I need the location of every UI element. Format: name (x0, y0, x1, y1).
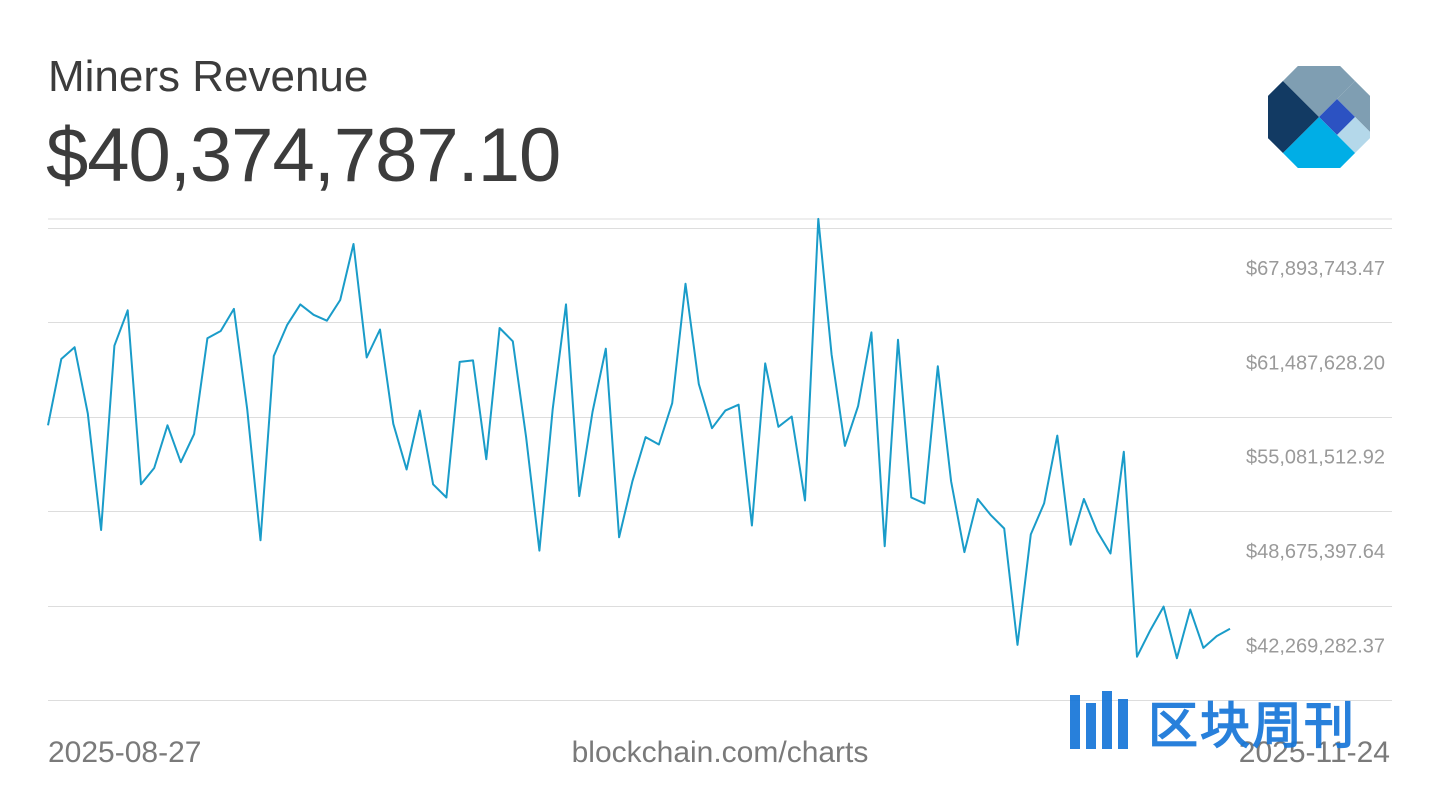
source-link[interactable]: blockchain.com/charts (571, 736, 869, 769)
y-tick-label: $67,893,743.47 (1246, 258, 1385, 280)
series-line (47, 217, 1231, 660)
x-start-date: 2025-08-27 (48, 736, 202, 769)
y-tick-label: $61,487,628.20 (1246, 352, 1385, 374)
chart-title: Miners Revenue (48, 52, 369, 101)
current-value: $40,374,787.10 (46, 113, 561, 198)
x-end-date: 2025-11-24 (1238, 736, 1390, 769)
watermark: 区块周刊 (1068, 686, 1356, 758)
watermark-logo-icon (1070, 691, 1128, 749)
line-chart: $67,893,743.47 $61,487,628.20 $55,081,512.… (47, 217, 1392, 701)
y-tick-label: $42,269,282.37 (1246, 636, 1385, 658)
blockchain-logo-icon (1267, 65, 1371, 169)
y-tick-label: $55,081,512.92 (1246, 447, 1385, 469)
y-tick-label: $48,675,397.64 (1246, 541, 1385, 563)
watermark-text: 区块周刊 (1148, 697, 1356, 755)
